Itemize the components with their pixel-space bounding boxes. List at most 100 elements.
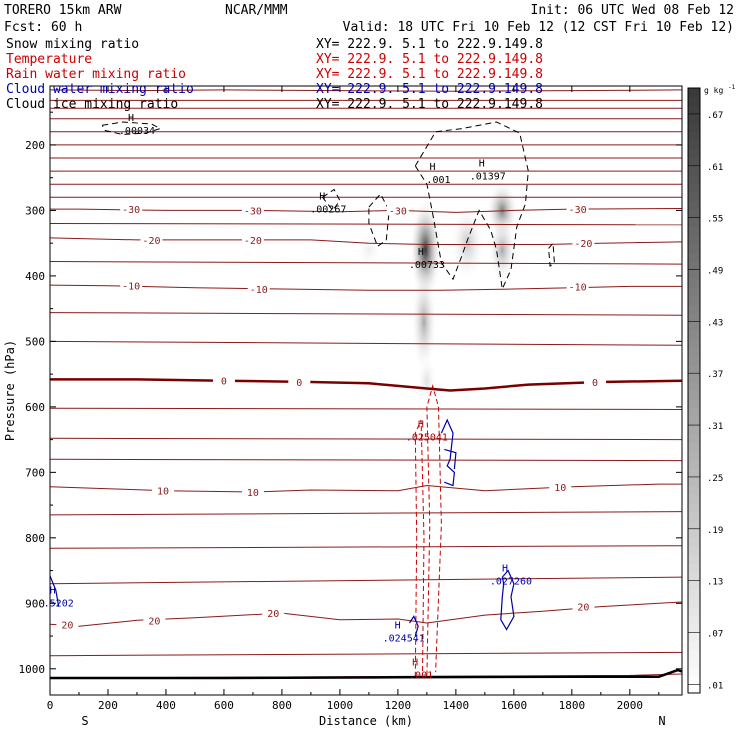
colorbar-tick-label: .25 [707,474,723,484]
colorbar-band [688,338,700,348]
colorbar-band [688,174,700,184]
center-name: NCAR/MMM [225,3,288,18]
mixing-ratio-dashed-contours [101,121,555,677]
contour-label: -20 [244,236,262,247]
ice-contour [414,121,529,291]
temperature-contour-20 [49,601,683,627]
colorbar-band [688,157,700,167]
contour-labels: -30 -30 -30 -30 -20 -20 -20 -10 -10 -10 0 0 0 10 10 10 2… [44,113,607,682]
colorbar-band [688,632,700,642]
colorbar-band [688,425,700,435]
contour-label: 20 [577,603,589,614]
x-tick-label: 1200 [385,699,412,712]
colorbar-band [688,407,700,418]
y-tick-label: 1000 [19,663,46,676]
contour-label: 10 [157,487,169,498]
init-time: Init: 06 UTC Wed 08 Feb 12 [531,3,735,18]
colorbar-band [688,485,700,495]
cloud-water-contour [440,418,456,487]
cloud-water-contour [408,615,419,637]
x-tick-label: 1400 [443,699,470,712]
colorbar-tick-label: .13 [707,578,723,588]
colorbar-tick-label: .07 [707,630,723,640]
snow-shade-blob [355,230,382,270]
colorbar-tick-label: .61 [707,163,723,173]
maximum-marker: H [128,113,134,124]
temperature-contour--10 [49,284,682,291]
maximum-marker: H [479,159,485,170]
colorbar-band [688,139,700,150]
colorbar-tick-label: .49 [707,267,723,277]
x-tick-label: 1600 [501,699,528,712]
maximum-marker: H [412,658,418,669]
contour-label-bg [288,375,311,387]
x-tick-label: 800 [272,699,292,712]
colorbar-band [688,589,700,599]
colorbar-band [688,572,700,582]
colorbar-band [688,304,700,314]
colorbar-band [688,122,700,132]
temperature-contour [49,458,683,462]
contour-label: 20 [61,620,73,631]
cloud-water-contour [49,575,60,607]
contour-label-bg [140,233,163,245]
colorbar-band [688,96,700,106]
colorbar-tick-label: .55 [707,215,723,225]
cloud-water-contour [444,448,457,470]
contour-label: 20 [267,609,279,620]
colorbar-band [688,105,700,115]
contour-label-bg [247,283,270,294]
x-tick-label: 600 [214,699,234,712]
x-tick-label: 1800 [559,699,586,712]
colorbar-band [688,675,700,685]
north-label: N [658,714,665,728]
snow-shade-blob [450,203,485,283]
snow-shade-blob [416,354,438,407]
maximum-marker: H [429,162,435,173]
legend-field: Temperature [6,52,92,67]
y-tick-label: 900 [25,597,45,610]
colorbar-band [688,442,700,452]
colorbar-frame [687,87,701,694]
contour-label-bg [566,203,589,215]
maximum-marker: H [395,620,401,631]
colorbar-band [688,278,700,288]
valid-time: Valid: 18 UTC Fri 10 Feb 12 (12 CST Fri … [343,20,734,35]
y-axis-title: Pressure (hPa) [3,340,17,441]
colorbar-band [688,364,700,374]
y-tick-label: 600 [25,401,45,414]
colorbar-band [688,649,700,660]
colorbar-band [688,528,700,539]
colorbar-band [688,226,700,236]
temperature-contour [49,511,683,516]
colorbar-tick-label: .37 [707,370,723,380]
field-legend: Snow mixing ratio XY= 222.9. 5.1 to 222.9… [6,37,543,112]
temperature-contour [49,223,683,226]
legend-xy: XY= 222.9. 5.1 to 222.9.149.8 [316,97,543,112]
maximum-marker: H [502,563,508,574]
y-tick-label: 700 [25,466,45,479]
colorbar-band [688,390,700,400]
colorbar-band [688,183,700,193]
colorbar-band [688,399,700,409]
contour-label-bg [386,204,409,216]
colorbar-band [688,347,700,357]
forecast-hour: Fcst: 60 h [4,20,82,35]
temperature-contour [49,261,683,265]
colorbar-tick-label: .67 [707,111,723,121]
maximum-marker: H [50,586,56,597]
contour-label: -10 [250,285,268,296]
legend-xy: XY= 222.9. 5.1 to 222.9.149.8 [316,82,543,97]
temperature-contour-10 [49,483,682,493]
colorbar-band [688,433,700,443]
colorbar-band [688,373,700,383]
contour-label-bg [262,607,285,619]
maximum-value: .00733 [409,260,445,271]
colorbar-band [688,537,700,547]
colorbar-tick-label: .01 [707,681,723,691]
maximum-marker: H [319,191,325,202]
x-tick-label: 200 [98,699,118,712]
temperature-contour [49,407,683,410]
temperature-contour [49,576,683,585]
